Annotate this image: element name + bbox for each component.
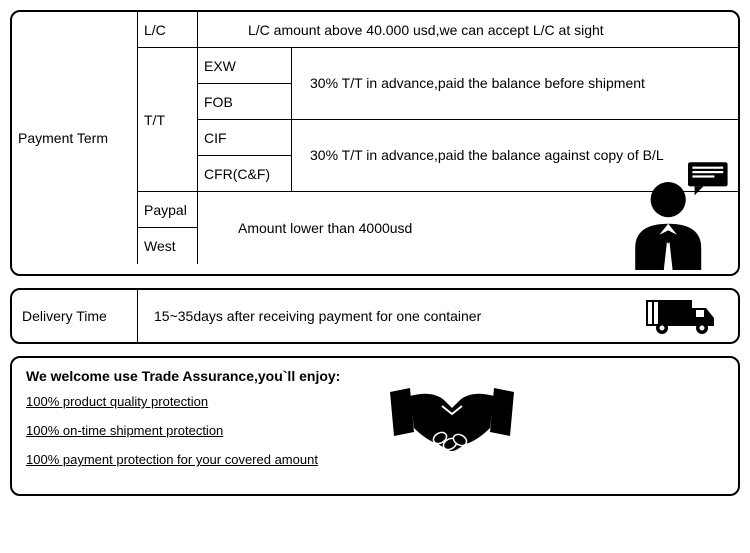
paypal-method: Paypal <box>138 192 198 228</box>
delivery-label: Delivery Time <box>12 290 138 342</box>
tt-method: T/T <box>138 48 198 192</box>
assurance-item-3: 100% payment protection for your covered… <box>26 452 724 467</box>
delivery-text: 15~35days after receiving payment for on… <box>138 308 644 324</box>
tt-term-fob: FOB <box>198 84 292 120</box>
assurance-item-2: 100% on-time shipment protection <box>26 423 724 438</box>
assurance-panel: We welcome use Trade Assurance,you`ll en… <box>10 356 740 496</box>
delivery-panel: Delivery Time 15~35days after receiving … <box>10 288 740 344</box>
lc-description: L/C amount above 40.000 usd,we can accep… <box>198 12 738 48</box>
truck-icon <box>644 296 724 336</box>
tt-term-exw: EXW <box>198 48 292 84</box>
tt-term-cfr: CFR(C&F) <box>198 156 292 192</box>
tt-term-cif: CIF <box>198 120 292 156</box>
assurance-title: We welcome use Trade Assurance,you`ll en… <box>26 368 724 384</box>
tt-description-1: 30% T/T in advance,paid the balance befo… <box>292 48 738 120</box>
payment-term-panel: Payment Term L/C L/C amount above 40.000… <box>10 10 740 276</box>
payment-term-label: Payment Term <box>12 12 138 264</box>
businessman-icon <box>622 160 732 270</box>
assurance-item-1: 100% product quality protection <box>26 394 724 409</box>
handshake-icon <box>382 372 522 472</box>
lc-method: L/C <box>138 12 198 48</box>
west-method: West <box>138 228 198 264</box>
